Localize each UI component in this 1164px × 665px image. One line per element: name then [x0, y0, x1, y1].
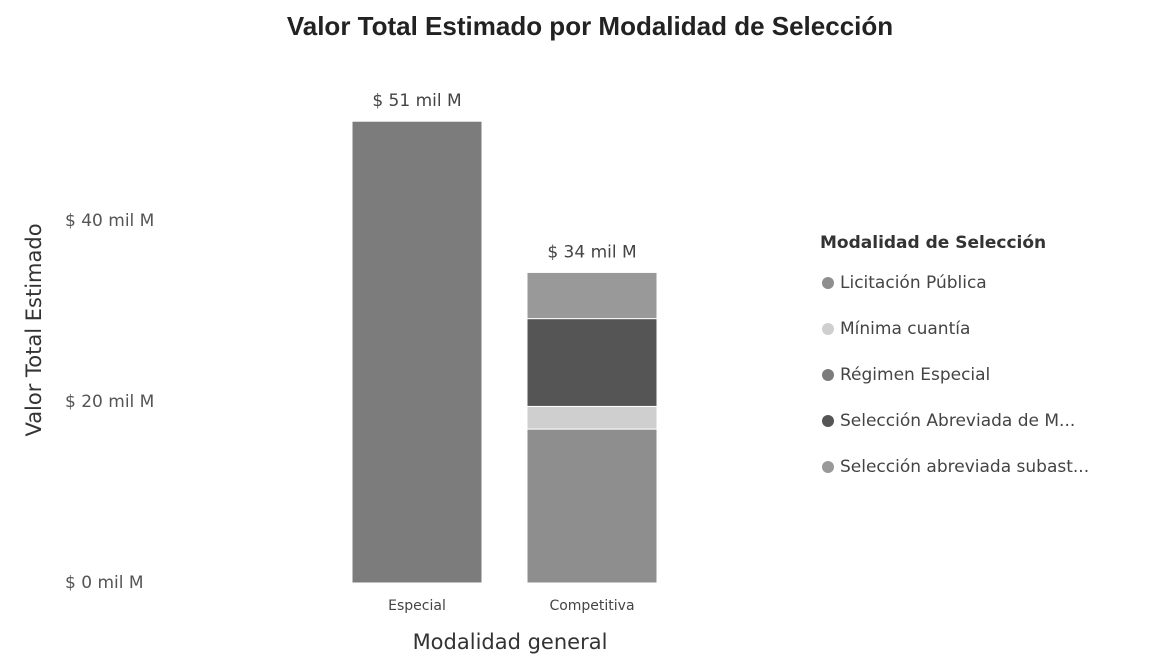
legend-swatch: [822, 323, 834, 335]
legend-swatch: [822, 277, 834, 289]
bar-segment: [526, 271, 658, 320]
chart-title: Valor Total Estimado por Modalidad de Se…: [287, 11, 893, 41]
legend-title: Modalidad de Selección: [820, 233, 1046, 253]
x-tick-label: Especial: [388, 598, 446, 614]
legend-label: Mínima cuantía: [840, 319, 970, 339]
legend-swatch: [822, 369, 834, 381]
y-tick-label: $ 20 mil M: [65, 392, 154, 412]
legend-label: Régimen Especial: [840, 365, 990, 385]
bar-segment: [351, 120, 483, 584]
bar-segment: [526, 318, 658, 407]
bar-segment: [526, 405, 658, 430]
legend-swatch: [822, 415, 834, 427]
y-axis-title: Valor Total Estimado: [22, 223, 46, 436]
legend-swatch: [822, 461, 834, 473]
total-label: $ 34 mil M: [547, 242, 636, 262]
bar-segment: [526, 428, 658, 584]
x-tick-label: Competitiva: [549, 598, 634, 614]
y-tick-label: $ 40 mil M: [65, 211, 154, 231]
y-tick-label: $ 0 mil M: [65, 573, 144, 593]
legend-label: Licitación Pública: [840, 273, 987, 293]
total-label: $ 51 mil M: [372, 91, 461, 111]
legend-label: Selección abreviada subast...: [840, 457, 1089, 477]
legend-label: Selección Abreviada de M...: [840, 411, 1075, 431]
x-axis-title: Modalidad general: [413, 630, 608, 654]
